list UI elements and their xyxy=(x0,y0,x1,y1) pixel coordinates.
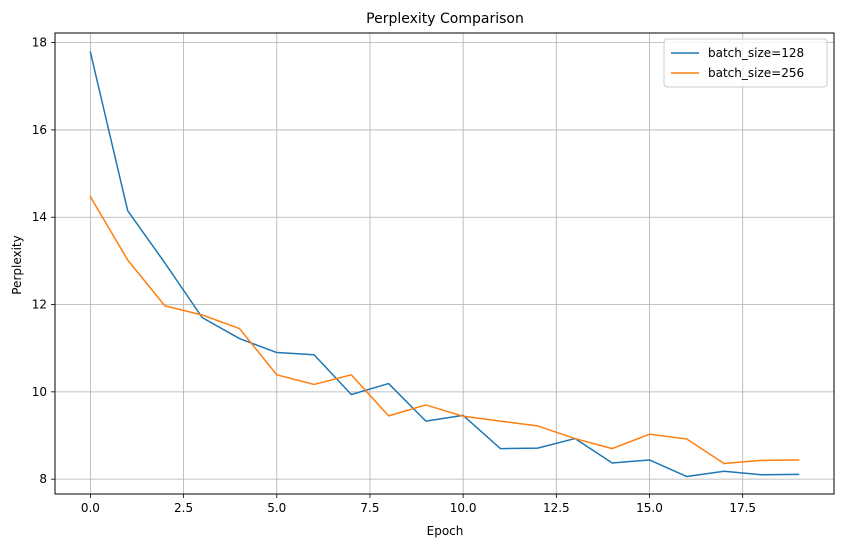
x-tick-label: 17.5 xyxy=(729,501,756,515)
series-line-batch-256 xyxy=(89,195,800,465)
legend-label-batch-256: batch_size=256 xyxy=(708,66,804,80)
x-tick-label: 5.0 xyxy=(267,501,286,515)
legend-label-batch-128: batch_size=128 xyxy=(708,46,804,60)
y-tick-label: 14 xyxy=(32,210,47,224)
legend-box xyxy=(663,38,828,88)
x-tick-label: 12.5 xyxy=(543,501,570,515)
y-tick-label: 8 xyxy=(39,472,47,486)
x-tick-label: 0.0 xyxy=(81,501,100,515)
series-line-batch-128 xyxy=(89,51,800,478)
x-axis-label: Epoch xyxy=(427,524,464,538)
y-tick-label: 10 xyxy=(32,385,47,399)
y-axis-label: Perplexity xyxy=(10,235,24,295)
y-tick-label: 12 xyxy=(32,298,47,312)
plot-frame xyxy=(54,32,835,495)
y-tick-label: 18 xyxy=(32,36,47,50)
x-tick-label: 15.0 xyxy=(636,501,663,515)
chart-title: Perplexity Comparison xyxy=(366,11,524,27)
x-tick-label: 10.0 xyxy=(450,501,477,515)
x-tick-label: 7.5 xyxy=(360,501,379,515)
y-tick-label: 16 xyxy=(32,123,47,137)
series-lines xyxy=(89,51,800,478)
grid xyxy=(55,33,834,494)
x-tick-label: 2.5 xyxy=(174,501,193,515)
legend: batch_size=128 batch_size=256 xyxy=(663,38,828,88)
axis-ticks: 0.0 2.5 5.0 7.5 10.0 12.5 15.0 17.5 8 10 12 14 16 18 xyxy=(32,36,756,515)
